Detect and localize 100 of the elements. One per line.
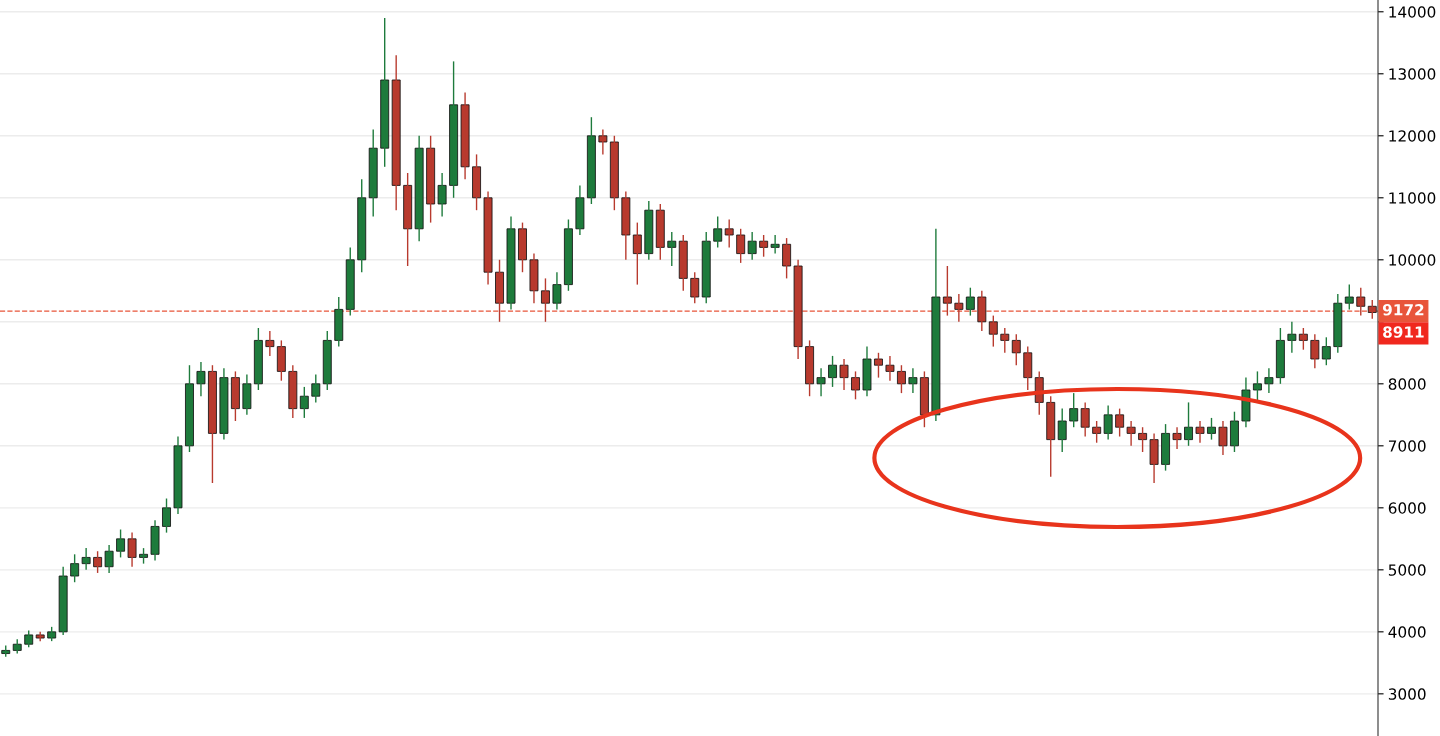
- candlestick: [954, 293, 964, 323]
- candlestick: [1344, 283, 1354, 311]
- y-tick-label: 8000: [1388, 378, 1426, 390]
- candlestick: [357, 178, 367, 273]
- candlestick: [552, 271, 562, 311]
- candlestick: [81, 547, 91, 571]
- candlestick: [460, 91, 470, 180]
- candlestick: [518, 221, 527, 273]
- candlestick: [770, 234, 780, 255]
- candlestick: [713, 215, 723, 249]
- candlestick: [874, 352, 883, 379]
- candlestick: [483, 190, 493, 286]
- candlestick: [942, 265, 952, 317]
- candlestick: [208, 364, 217, 484]
- candlestick: [851, 370, 860, 401]
- candlestick: [609, 135, 619, 211]
- candlestick: [541, 277, 550, 323]
- candlestick: [816, 367, 826, 397]
- candlestick: [93, 550, 103, 574]
- candlestick: [162, 497, 171, 534]
- candlestick: [1115, 407, 1125, 438]
- candlestick: [403, 172, 413, 267]
- candlestick: [334, 296, 344, 348]
- candlestick: [1000, 327, 1010, 354]
- candlestick: [1057, 407, 1067, 453]
- candlestick: [793, 259, 803, 360]
- candlestick: [345, 246, 355, 317]
- candlestick: [426, 135, 436, 224]
- y-tick-label: 5000: [1388, 564, 1426, 576]
- y-tick-label: 11000: [1389, 192, 1436, 204]
- candlestick: [621, 190, 631, 261]
- candlestick: [414, 135, 424, 242]
- candlestick: [276, 339, 286, 382]
- candlestick: [70, 553, 80, 583]
- y-tick-label: 4000: [1388, 626, 1426, 638]
- candlestick: [736, 228, 746, 264]
- y-tick-label: 10000: [1389, 254, 1436, 266]
- candlestick: [1321, 336, 1331, 366]
- candlestick: [380, 17, 390, 168]
- candlestick: [219, 367, 229, 441]
- candlestick: [506, 215, 516, 311]
- candlestick: [667, 231, 677, 267]
- candlestick: [655, 203, 665, 261]
- candlestick: [701, 231, 711, 304]
- candlestick: [1356, 287, 1366, 317]
- candlestick: [1069, 392, 1079, 428]
- candlestick: [322, 330, 332, 391]
- candlestick: [230, 370, 240, 422]
- candlestick: [908, 367, 918, 394]
- y-tick-label: 14000: [1389, 6, 1436, 18]
- candlestick: [1126, 420, 1136, 447]
- candlestick: [529, 252, 539, 304]
- y-tick-label: 6000: [1388, 502, 1426, 514]
- candlestick: [1149, 432, 1159, 484]
- ref-line-label: 9172: [1382, 304, 1424, 316]
- y-tick-label: 7000: [1388, 440, 1426, 452]
- candlestick: [253, 327, 263, 391]
- candlestick: [690, 271, 700, 304]
- candlestick: [127, 531, 137, 568]
- candlestick: [1092, 420, 1102, 444]
- candlestick: [1275, 327, 1285, 385]
- candlestick: [472, 153, 481, 211]
- candlestick: [495, 259, 504, 323]
- candlestick: [1264, 367, 1274, 394]
- candlestick: [1046, 395, 1056, 478]
- candlestick: [598, 128, 608, 156]
- candlestick: [1230, 411, 1239, 453]
- candlestick: [1367, 299, 1377, 320]
- y-tick-label: 13000: [1389, 68, 1436, 80]
- candlestick: [35, 631, 45, 642]
- candlestick: [116, 528, 126, 559]
- y-tick-label: 3000: [1388, 688, 1426, 700]
- candlestick: [185, 364, 194, 453]
- candlestick: [1287, 321, 1297, 354]
- text: 8911: [1383, 326, 1424, 338]
- candlestick: [965, 287, 975, 317]
- candlestick: [150, 519, 160, 562]
- candlestick: [724, 218, 734, 249]
- candlestick: [1103, 404, 1113, 441]
- candlestick: [885, 355, 895, 382]
- candlestick: [1161, 423, 1170, 472]
- candlestick: [265, 330, 275, 357]
- candlestick: [586, 116, 596, 205]
- candlestick: [1138, 426, 1148, 453]
- candlestick: [563, 218, 573, 292]
- candlestick: [1310, 333, 1320, 370]
- candlestick: [632, 221, 642, 286]
- candlestick: [437, 172, 447, 218]
- candlestick: [575, 184, 585, 236]
- candlestick: [449, 60, 459, 199]
- candlestick: [782, 237, 792, 280]
- candlestick: [242, 373, 252, 416]
- candlestick: [759, 234, 769, 258]
- candlestick: [58, 566, 68, 636]
- candlestick: [1298, 327, 1308, 351]
- candlestick: [311, 373, 321, 404]
- candlestick: [862, 345, 872, 397]
- candlestick: [988, 314, 998, 348]
- candlestick: [678, 234, 688, 292]
- candlestick: [1207, 417, 1216, 441]
